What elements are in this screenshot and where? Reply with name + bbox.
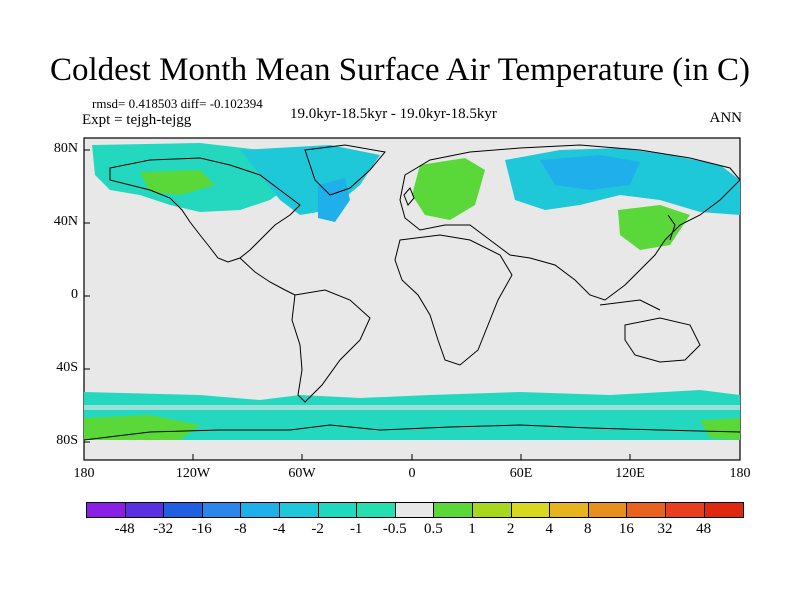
colorbar-box [704, 503, 744, 517]
anomaly-ocean-gap [84, 405, 740, 410]
colorbar-box [87, 503, 126, 517]
colorbar-box [125, 503, 165, 517]
lat-label-40s: 40S [56, 360, 78, 375]
colorbar-box [395, 503, 435, 517]
coastlines [83, 144, 741, 441]
colorbar-label: -32 [153, 521, 174, 537]
colorbar-label: -16 [191, 521, 212, 537]
colorbar-box [318, 503, 358, 517]
colorbar-box [627, 503, 666, 517]
lon-label-60w: 60W [288, 466, 316, 481]
colorbar-label: -2 [311, 521, 324, 537]
axis-ticks [83, 149, 741, 460]
lon-label-180e: 180 [729, 466, 751, 481]
season-label: ANN [709, 110, 743, 126]
coast-greenland [304, 144, 386, 196]
lon-label-60e: 60E [509, 466, 533, 481]
colorbar-box [511, 503, 551, 517]
period-label: 19.0kyr-18.5kyr - 19.0kyr-18.5kyr [290, 106, 497, 122]
lat-label-0: 0 [71, 287, 78, 302]
colorbar-label: -4 [272, 521, 286, 537]
colorbar-label: -48 [114, 521, 135, 537]
coast-japan [667, 214, 676, 241]
lat-label-80s: 80S [56, 433, 78, 448]
colorbar-box [434, 503, 473, 517]
colorbar-box [472, 503, 512, 517]
colorbar-label: -1 [349, 521, 363, 537]
lon-label-180w: 180 [73, 466, 95, 481]
anomaly-blue-asia [540, 155, 640, 190]
anomaly-green-antarctic-1 [84, 415, 200, 440]
lon-label-0: 0 [408, 466, 416, 481]
colorbar-box [279, 503, 319, 517]
colorbar-label: 2 [506, 521, 515, 537]
anomaly-green-antarctic-2 [700, 418, 740, 440]
experiment-label: Expt = tejgh-tejgg [82, 112, 192, 128]
colorbar-box [550, 503, 589, 517]
coast-central-america [239, 257, 296, 296]
lat-label-40n: 40N [53, 214, 78, 229]
colorbar-box [588, 503, 628, 517]
anomaly-green-europe [412, 158, 485, 220]
lat-label-80n: 80N [53, 141, 78, 156]
colorbar-box [164, 503, 203, 517]
colorbar-label: -8 [234, 521, 247, 537]
figure-title: Coldest Month Mean Surface Air Temperatu… [50, 52, 750, 88]
lon-label-120e: 120E [615, 466, 645, 481]
coast-australia [624, 317, 701, 363]
coast-eurasia [399, 144, 741, 301]
coast-south-america [291, 289, 371, 403]
colorbar-label: 0.5 [424, 521, 443, 537]
colorbar-box [241, 503, 280, 517]
colorbar-label: 4 [545, 521, 553, 537]
anomaly-green-alaska [140, 170, 215, 195]
stats-text: rmsd= 0.418503 diff= -0.102394 [92, 96, 263, 111]
coast-indonesia [599, 299, 661, 311]
coast-africa [394, 234, 513, 366]
colorbar-label: 48 [696, 521, 712, 537]
colorbar-label: 1 [468, 521, 476, 537]
anomaly-green-eastasia [618, 205, 690, 250]
colorbar-box [357, 503, 396, 517]
colorbar-label: 32 [657, 521, 673, 537]
colorbar-box [665, 503, 705, 517]
colorbar-label: 8 [584, 521, 592, 537]
anomaly-blue-labrador [318, 178, 350, 222]
colorbar [86, 502, 745, 518]
coast-antarctica [83, 424, 741, 441]
coast-uk [403, 187, 415, 206]
colorbar-box [202, 503, 242, 517]
lon-label-120w: 120W [175, 466, 211, 481]
colorbar-label: -0.5 [382, 521, 407, 537]
colorbar-label: 16 [618, 521, 634, 537]
